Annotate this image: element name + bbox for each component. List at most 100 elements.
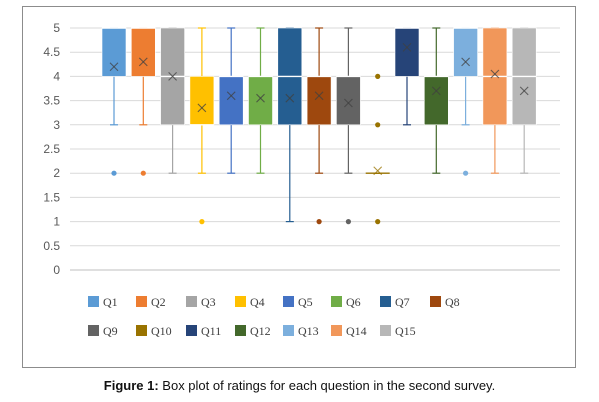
mean-marker: [519, 86, 529, 96]
legend-swatch: [380, 296, 391, 307]
mean-marker: [461, 57, 470, 67]
box-q12: [423, 27, 449, 174]
box-q15: [511, 27, 537, 174]
legend-label: Q14: [346, 324, 367, 338]
legend-item-q12: Q12: [235, 324, 271, 338]
legend: Q1 Q2 Q3 Q4 Q5 Q6 Q7 Q8 Q9 Q10 Q11 Q12 Q13 Q14 Q15: [88, 295, 460, 338]
box-q4: [189, 27, 215, 225]
legend-swatch: [331, 325, 342, 336]
legend-swatch: [186, 325, 197, 336]
y-tick-label: 4.5: [43, 45, 60, 59]
box-q14: [482, 27, 508, 174]
box-series: [101, 27, 537, 225]
mean-marker: [344, 98, 353, 108]
box-q5: [218, 27, 244, 174]
legend-item-q3: Q3: [186, 295, 216, 309]
box-q8: [306, 27, 332, 225]
y-tick-label: 2.5: [43, 142, 60, 156]
mean-marker: [256, 93, 265, 103]
legend-swatch: [88, 296, 99, 307]
box-iqr: [101, 27, 127, 77]
box-q6: [248, 27, 273, 174]
mean-marker: [431, 86, 441, 96]
legend-label: Q9: [103, 324, 118, 338]
legend-item-q5: Q5: [283, 295, 313, 309]
legend-swatch: [235, 325, 246, 336]
box-iqr: [453, 27, 478, 77]
outlier-point: [375, 73, 381, 79]
legend-item-q4: Q4: [235, 295, 265, 309]
y-tick-label: 5: [53, 21, 60, 35]
box-q11: [394, 27, 420, 126]
legend-label: Q1: [103, 295, 118, 309]
outlier-point: [375, 122, 381, 128]
y-tick-label: 1: [53, 215, 60, 229]
legend-swatch: [430, 296, 441, 307]
figure-caption: Figure 1: Box plot of ratings for each q…: [0, 378, 599, 393]
mean-marker: [285, 93, 295, 103]
box-q2: [131, 27, 156, 176]
y-tick-label: 0.5: [43, 239, 60, 253]
legend-label: Q4: [250, 295, 265, 309]
legend-item-q9: Q9: [88, 324, 118, 338]
legend-item-q15: Q15: [380, 324, 416, 338]
legend-swatch: [186, 296, 197, 307]
legend-label: Q8: [445, 295, 460, 309]
box-q9: [336, 27, 361, 225]
y-axis-tick-labels: 0 0.5 1 1.5 2 2.5 3 3.5 4 4.5 5: [43, 21, 60, 277]
legend-swatch: [331, 296, 342, 307]
legend-swatch: [380, 325, 391, 336]
box-q1: [101, 27, 127, 176]
legend-label: Q7: [395, 295, 410, 309]
legend-swatch: [88, 325, 99, 336]
mean-marker: [490, 69, 500, 79]
legend-label: Q11: [201, 324, 221, 338]
mean-marker: [197, 103, 207, 113]
box-q10: [365, 73, 390, 225]
legend-item-q6: Q6: [331, 295, 361, 309]
outlier-point: [345, 219, 351, 225]
box-q7: [277, 27, 303, 223]
y-tick-label: 2: [53, 166, 60, 180]
legend-swatch: [283, 296, 294, 307]
legend-item-q1: Q1: [88, 295, 118, 309]
y-tick-label: 4: [53, 69, 60, 83]
legend-label: Q2: [151, 295, 166, 309]
mean-marker: [373, 166, 383, 176]
legend-item-q10: Q10: [136, 324, 172, 338]
legend-label: Q12: [250, 324, 271, 338]
outlier-point: [140, 170, 146, 176]
legend-item-q13: Q13: [283, 324, 319, 338]
figure-frame: [22, 6, 576, 368]
y-tick-label: 0: [53, 263, 60, 277]
mean-marker: [138, 57, 148, 67]
outlier-point: [375, 219, 381, 225]
box-iqr: [248, 76, 273, 126]
legend-item-q8: Q8: [430, 295, 460, 309]
box-iqr: [423, 76, 449, 126]
caption-text: Box plot of ratings for each question in…: [158, 378, 496, 393]
legend-item-q14: Q14: [331, 324, 367, 338]
legend-swatch: [136, 296, 147, 307]
legend-item-q11: Q11: [186, 324, 221, 338]
legend-swatch: [283, 325, 294, 336]
mean-marker: [226, 91, 236, 101]
legend-label: Q10: [151, 324, 172, 338]
mean-marker: [314, 91, 324, 101]
outlier-point: [111, 170, 117, 176]
box-plot-chart: 0 0.5 1 1.5 2 2.5 3 3.5 4 4.5 5 Q1 Q2 Q3 Q4 Q5 Q6 Q7 Q8 Q9…: [43, 21, 560, 338]
mean-marker: [402, 42, 412, 52]
box-iqr: [306, 76, 332, 126]
legend-label: Q3: [201, 295, 216, 309]
box-q3: [160, 27, 185, 174]
legend-swatch: [235, 296, 246, 307]
y-tick-label: 3: [53, 118, 60, 132]
caption-label: Figure 1:: [103, 378, 159, 393]
outlier-point: [199, 219, 205, 225]
legend-label: Q6: [346, 295, 361, 309]
box-iqr: [394, 27, 420, 77]
box-iqr: [218, 76, 244, 126]
outlier-point: [316, 219, 322, 225]
y-tick-label: 1.5: [43, 190, 60, 204]
legend-item-q7: Q7: [380, 295, 410, 309]
